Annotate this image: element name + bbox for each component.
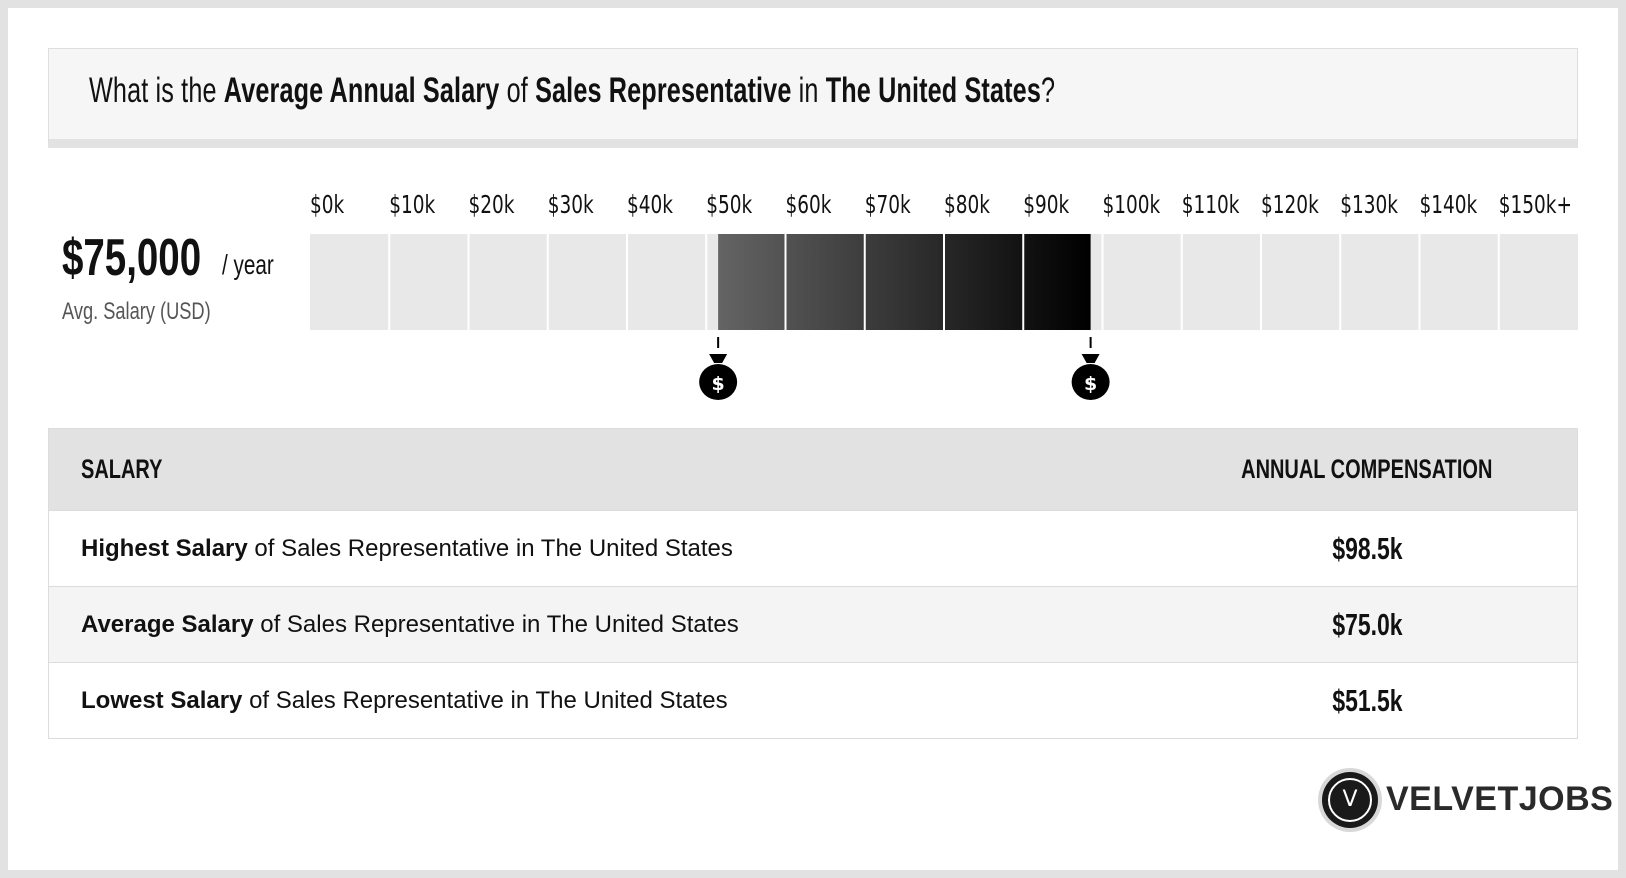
question-part: What is the <box>89 71 224 110</box>
row-label-rest: of Sales Representative in The United St… <box>242 686 728 714</box>
table-row: Highest Salary of Sales Representative i… <box>48 510 1578 587</box>
money-bag-icon: $ <box>1071 337 1110 400</box>
money-bag-icon: $ <box>699 337 738 400</box>
table-header-row: SALARY ANNUAL COMPENSATION <box>48 428 1578 511</box>
bag-body <box>1071 364 1110 400</box>
axis-tick-label: $70k <box>865 191 911 219</box>
row-label-rest: of Sales Representative in The United St… <box>247 534 733 562</box>
row-value: $98.5k <box>1157 510 1578 587</box>
axis-tick-label: $40k <box>627 191 673 219</box>
range-track-segment <box>1102 234 1182 330</box>
question-emphasis: Average Annual Salary <box>223 71 500 110</box>
axis-tick-label: $120k <box>1261 191 1319 219</box>
axis-tick-label: $130k <box>1340 191 1398 219</box>
axis-tick-label: $140k <box>1420 191 1478 219</box>
row-value: $51.5k <box>1157 662 1578 739</box>
velvetjobs-logo-icon: V <box>1322 772 1378 828</box>
table-row: Average Salary of Sales Representative i… <box>48 586 1578 663</box>
row-label: Average Salary of Sales Representative i… <box>48 586 1158 663</box>
question-part: ? <box>1040 71 1056 110</box>
axis-tick-label: $20k <box>469 191 515 219</box>
axis-tick-label: $50k <box>706 191 752 219</box>
velvetjobs-brand: V VELVETJOBS <box>1322 770 1613 830</box>
axis-tick-label: $60k <box>786 191 832 219</box>
range-track-segment <box>1181 234 1261 330</box>
question-title: What is the Average Annual Salary of Sal… <box>89 71 1055 111</box>
range-track-segment <box>468 234 548 330</box>
compensation-header-label: ANNUAL COMPENSATION <box>1241 454 1493 484</box>
row-label-rest: of Sales Representative in The United St… <box>253 610 739 638</box>
salary-range-bar <box>718 234 1091 330</box>
bag-knot <box>709 354 728 363</box>
row-label: Highest Salary of Sales Representative i… <box>48 510 1158 587</box>
range-track-segment <box>1419 234 1499 330</box>
salary-range-chart: $0k $10k $20k $30k $40k $50k $60k $70k $80k $90k $… <box>310 191 1578 400</box>
axis-tick-label: $30k <box>548 191 594 219</box>
bag-dollar-sign: $ <box>712 373 725 395</box>
row-value-text: $51.5k <box>1332 682 1403 718</box>
logo-letter: V <box>1328 778 1372 822</box>
row-label-bold: Average Salary <box>81 610 254 638</box>
axis-tick-label: $0k <box>310 191 344 219</box>
row-label: Lowest Salary of Sales Representative in… <box>48 662 1158 739</box>
brand-name: VELVETJOBS <box>1386 780 1614 818</box>
axis-tick-label: $110k <box>1182 191 1240 219</box>
range-track-segment <box>1261 234 1341 330</box>
axis-tick-label: $90k <box>1023 191 1069 219</box>
bag-body <box>699 364 738 400</box>
compensation-column-header: ANNUAL COMPENSATION <box>1157 428 1578 511</box>
row-label-bold: Lowest Salary <box>81 686 243 714</box>
question-header: What is the Average Annual Salary of Sal… <box>48 48 1578 148</box>
salary-table: SALARY ANNUAL COMPENSATION Highest Salar… <box>48 428 1578 739</box>
range-track-segment <box>310 234 390 330</box>
axis-tick-label: $80k <box>944 191 990 219</box>
average-salary-unit: / year <box>222 249 274 280</box>
salary-column-header: SALARY <box>48 428 1158 511</box>
average-salary-caption: Avg. Salary (USD) <box>62 298 211 325</box>
average-salary-amount: $75,000 <box>62 229 202 287</box>
axis-tick-label: $10k <box>389 191 435 219</box>
table-row: Lowest Salary of Sales Representative in… <box>48 662 1578 739</box>
question-emphasis: The United States <box>825 71 1041 110</box>
axis-tick-label: $150k+ <box>1499 191 1572 219</box>
question-part: in <box>791 71 826 110</box>
row-value: $75.0k <box>1157 586 1578 663</box>
range-track-segment <box>627 234 707 330</box>
row-value-text: $98.5k <box>1332 530 1403 566</box>
range-track-segment <box>1498 234 1578 330</box>
axis-tick-label: $100k <box>1103 191 1161 219</box>
salary-header-label: SALARY <box>81 454 163 484</box>
range-track-segment <box>1340 234 1420 330</box>
row-value-text: $75.0k <box>1332 606 1403 642</box>
bag-knot <box>1081 354 1100 363</box>
range-track-segment <box>389 234 469 330</box>
bag-dollar-sign: $ <box>1084 373 1097 395</box>
question-part: of <box>499 71 536 110</box>
range-track-segment <box>547 234 627 330</box>
question-emphasis: Sales Representative <box>535 71 792 110</box>
row-label-bold: Highest Salary <box>81 534 248 562</box>
